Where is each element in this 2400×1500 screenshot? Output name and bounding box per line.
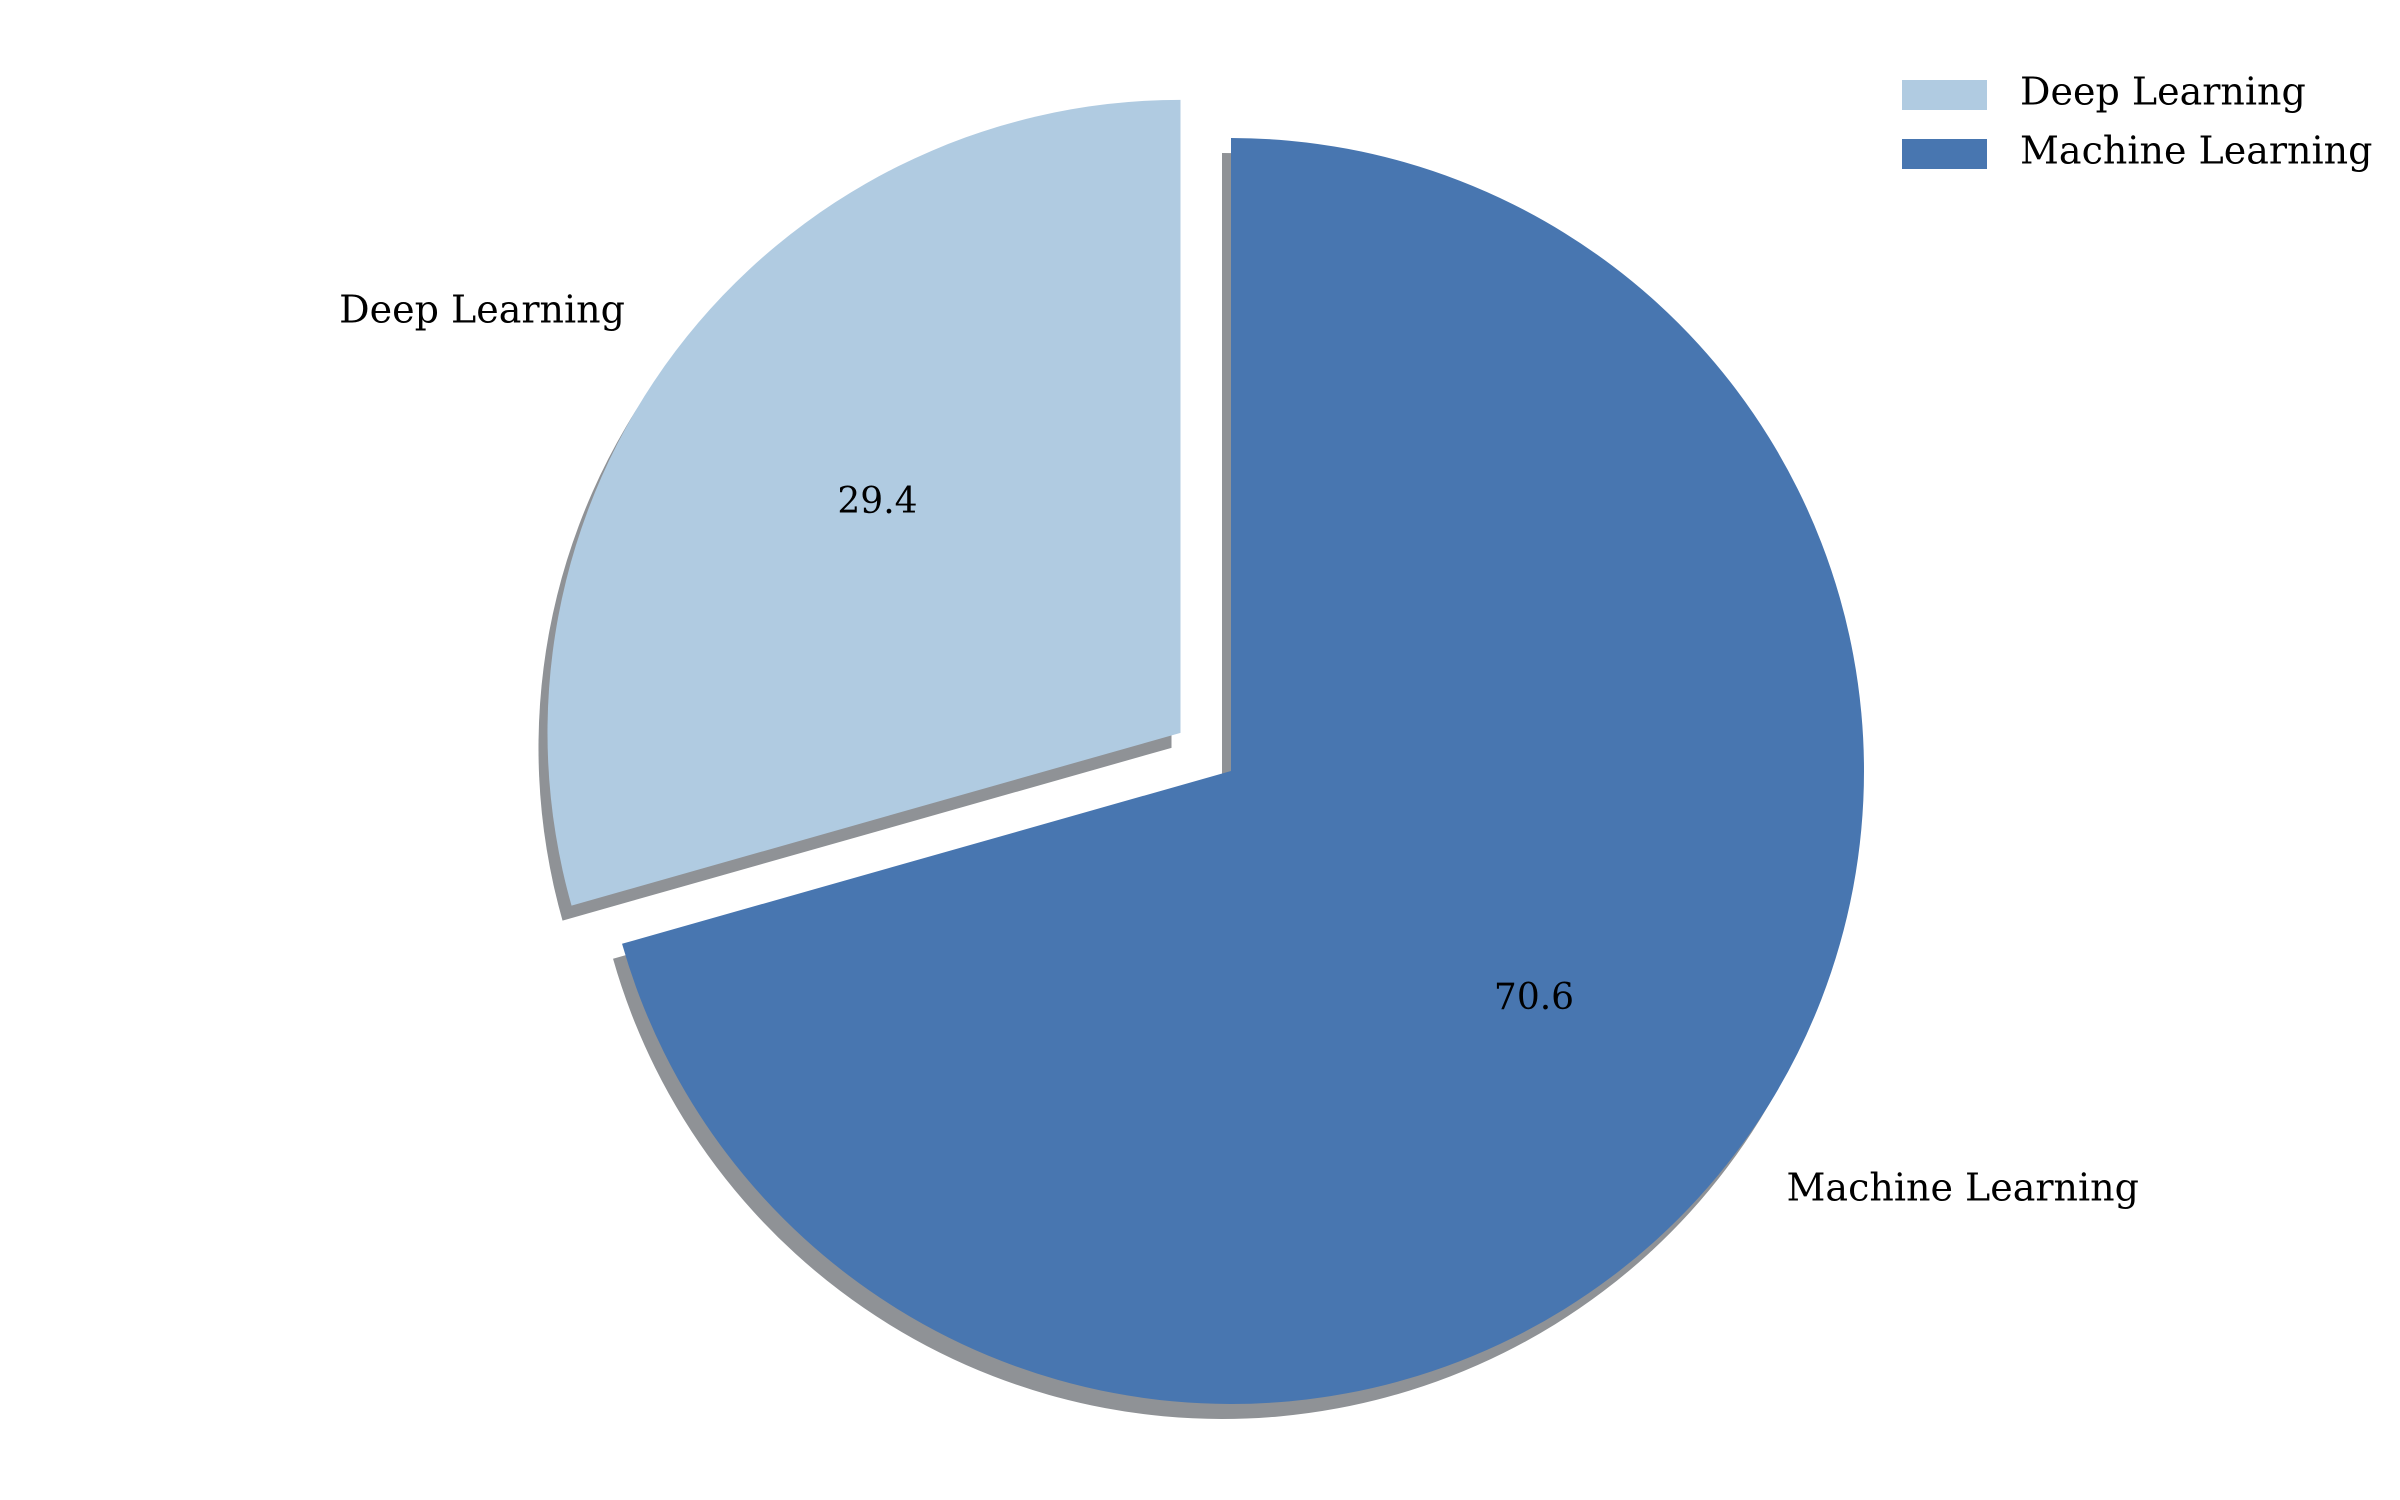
legend: Deep Learning Machine Learning — [1902, 70, 2372, 173]
slice-label-deep-learning: Deep Learning — [339, 288, 625, 332]
legend-swatch-deep-learning — [1902, 80, 1987, 110]
pie-slice-deep-learning — [547, 99, 1181, 906]
value-label-machine-learning: 70.6 — [1494, 977, 1574, 1018]
slice-layer — [547, 99, 1864, 1404]
value-label-deep-learning: 29.4 — [837, 481, 917, 522]
legend-label-machine-learning: Machine Learning — [2020, 129, 2372, 173]
slice-label-machine-learning: Machine Learning — [1787, 1165, 2139, 1209]
legend-label-deep-learning: Deep Learning — [2020, 70, 2306, 114]
legend-swatch-machine-learning — [1902, 139, 1987, 169]
label-layer: Deep Learning 29.4 Machine Learning 70.6 — [339, 288, 2139, 1210]
pie-slice-machine-learning — [622, 138, 1864, 1404]
